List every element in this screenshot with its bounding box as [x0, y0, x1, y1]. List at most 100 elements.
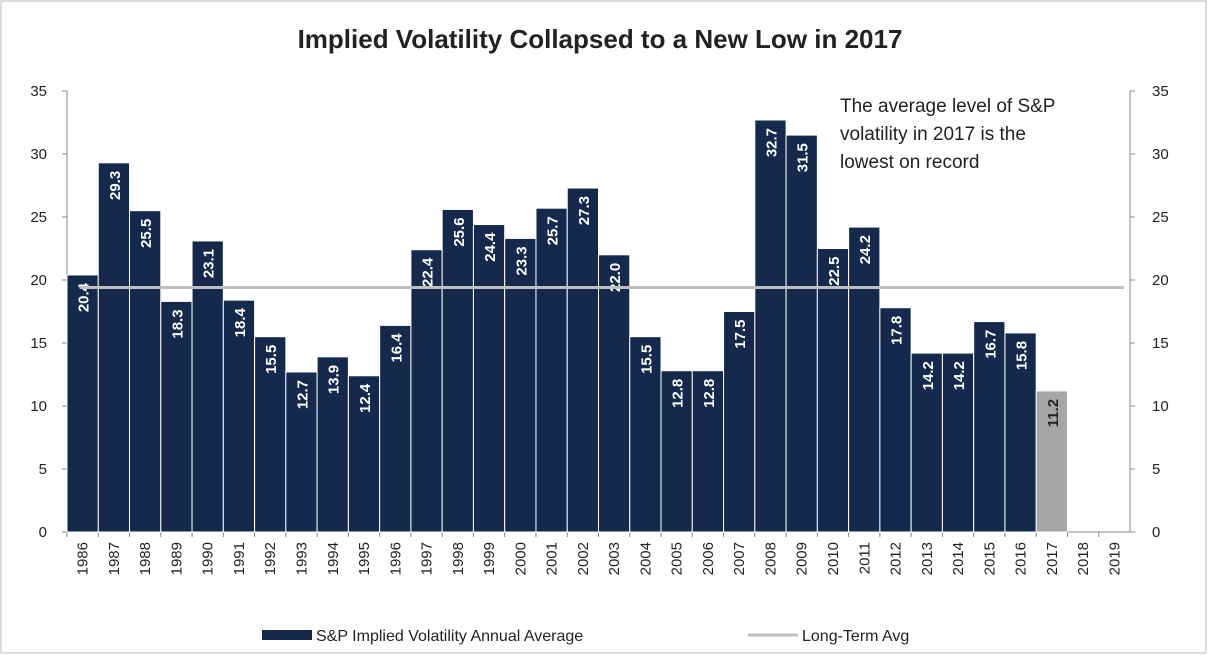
value-label: 18.3	[169, 309, 186, 338]
x-tick-label: 1999	[481, 542, 498, 575]
annotation: volatility in 2017 is the	[840, 124, 1026, 145]
chart-title: Implied Volatility Collapsed to a New Lo…	[298, 24, 903, 54]
x-tick-label: 2017	[1044, 542, 1061, 575]
x-tick-label: 2000	[512, 542, 529, 575]
bar	[848, 226, 881, 533]
x-tick-label: 2001	[544, 542, 561, 575]
x-tick-label: 1996	[387, 542, 404, 575]
y2-tick-label: 15	[1152, 335, 1169, 352]
x-tick-label: 2003	[606, 542, 623, 575]
bar	[785, 134, 818, 533]
y2-tick-label: 10	[1152, 398, 1169, 415]
y-tick-label: 30	[30, 146, 47, 163]
x-tick-label: 1988	[137, 542, 154, 575]
bar	[754, 119, 787, 533]
x-tick-label: 1993	[293, 542, 310, 575]
value-label: 23.3	[513, 246, 530, 275]
bar	[535, 207, 568, 533]
y-tick-label: 10	[30, 398, 47, 415]
x-tick-label: 1997	[419, 542, 436, 575]
value-label: 11.2	[1045, 399, 1062, 427]
x-tick-label: 2013	[919, 542, 936, 575]
y2-tick-label: 5	[1152, 461, 1160, 478]
bar	[66, 274, 99, 533]
value-label: 12.7	[294, 380, 311, 409]
value-label: 16.4	[388, 333, 405, 363]
value-label: 16.7	[982, 330, 999, 359]
value-label: 14.2	[951, 361, 968, 390]
x-tick-label: 2008	[762, 542, 779, 575]
x-tick-label: 1990	[200, 542, 217, 575]
value-label: 17.8	[889, 316, 906, 345]
x-tick-label: 2002	[575, 542, 592, 575]
x-tick-label: 2005	[669, 542, 686, 575]
value-label: 18.4	[232, 308, 249, 338]
legend-label: S&P Implied Volatility Annual Average	[316, 628, 583, 645]
legend-label: Long-Term Avg	[802, 628, 909, 645]
y2-tick-label: 0	[1152, 524, 1160, 541]
bar	[816, 248, 850, 533]
bar	[129, 210, 162, 533]
x-tick-label: 2011	[856, 542, 873, 574]
x-tick-label: 2010	[825, 542, 842, 575]
bar	[973, 321, 1006, 533]
bar	[472, 224, 506, 533]
bar	[879, 307, 912, 533]
bar	[191, 240, 224, 533]
y-tick-label: 0	[39, 524, 47, 541]
x-tick-label: 2018	[1075, 542, 1092, 575]
y-tick-label: 25	[30, 209, 47, 226]
x-tick-label: 2015	[981, 542, 998, 575]
value-label: 22.0	[607, 263, 624, 292]
value-label: 20.4	[76, 282, 93, 312]
bar	[254, 336, 287, 533]
x-tick-label: 1995	[356, 542, 373, 575]
value-label: 27.3	[576, 196, 593, 225]
value-label: 12.8	[670, 379, 687, 408]
y-tick-label: 35	[30, 83, 47, 100]
bar	[691, 370, 725, 533]
bar	[97, 162, 131, 533]
annotation: The average level of S&P	[840, 96, 1055, 117]
value-label: 24.4	[482, 232, 499, 262]
x-tick-label: 1987	[106, 542, 123, 575]
x-tick-label: 1991	[231, 542, 248, 575]
value-label: 25.6	[451, 217, 468, 246]
x-tick-label: 1986	[75, 542, 92, 575]
value-label: 12.8	[701, 379, 718, 408]
x-tick-label: 2014	[950, 542, 967, 575]
bar	[1004, 332, 1037, 533]
x-tick-label: 2012	[888, 542, 905, 575]
bar	[410, 249, 443, 533]
y-tick-label: 5	[39, 461, 47, 478]
bar	[504, 237, 537, 533]
value-label: 14.2	[920, 361, 937, 390]
x-tick-label: 1992	[262, 542, 279, 575]
value-label: 25.7	[545, 216, 562, 245]
bar	[598, 254, 631, 533]
value-label: 15.8	[1014, 341, 1031, 370]
value-label: 25.5	[138, 219, 155, 248]
value-label: 32.7	[763, 128, 780, 157]
x-tick-label: 1989	[168, 542, 185, 575]
bar	[316, 356, 349, 533]
value-label: 23.1	[201, 249, 218, 278]
value-label: 13.9	[326, 365, 343, 394]
value-label: 29.3	[107, 171, 124, 200]
value-label: 12.4	[357, 383, 374, 413]
value-label: 17.5	[732, 320, 749, 349]
x-tick-label: 2006	[700, 542, 717, 575]
value-label: 22.5	[826, 257, 843, 286]
y2-tick-label: 35	[1152, 83, 1169, 100]
value-label: 24.2	[857, 235, 874, 264]
bar	[379, 324, 412, 533]
x-tick-label: 2007	[731, 542, 748, 575]
y2-tick-label: 25	[1152, 209, 1169, 226]
bar	[910, 352, 943, 533]
y2-tick-label: 30	[1152, 146, 1169, 163]
x-tick-label: 1994	[325, 542, 342, 575]
y2-tick-label: 20	[1152, 272, 1169, 289]
bar	[566, 187, 599, 533]
x-tick-label: 2019	[1106, 542, 1123, 575]
